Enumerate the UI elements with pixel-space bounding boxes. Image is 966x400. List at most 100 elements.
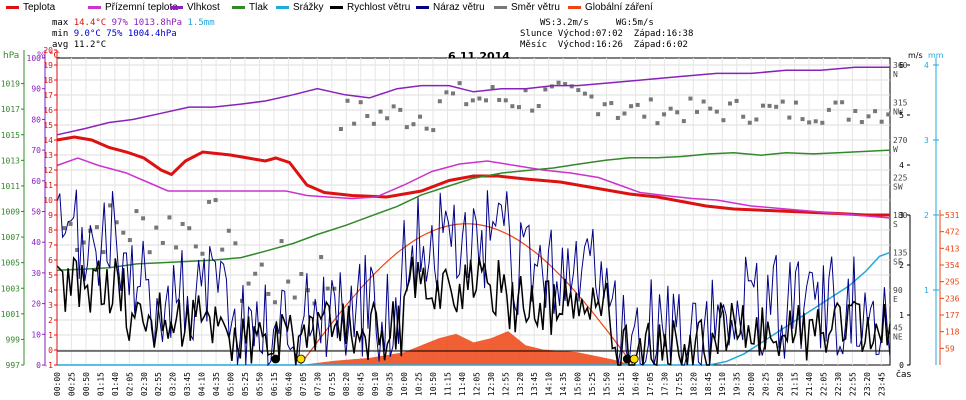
humidity-tick-label: 80 xyxy=(31,115,41,124)
radiation-tick-label: 177 xyxy=(945,311,960,320)
wind-direction-point xyxy=(596,112,601,117)
wind-direction-point xyxy=(747,120,752,125)
x-tick-label: 00:00 xyxy=(53,372,62,396)
x-tick-label: 06:40 xyxy=(284,372,293,396)
temperature-tick-label: -1 xyxy=(43,361,53,370)
moon-marker xyxy=(271,354,281,364)
wind-direction-point xyxy=(174,245,179,250)
wind-direction-point xyxy=(220,247,225,252)
wind-direction-point xyxy=(800,117,805,122)
x-tick-label: 05:25 xyxy=(241,372,250,396)
legend-swatch xyxy=(330,5,343,9)
pressure-tick-label: 1015 xyxy=(1,131,20,140)
wind-direction-point xyxy=(490,85,495,90)
legend-label: Tlak xyxy=(249,2,268,13)
x-tick-label: 08:20 xyxy=(342,372,351,396)
legend-label: Náraz větru xyxy=(433,2,485,13)
wind-direction-point xyxy=(266,291,271,296)
x-tick-label: 07:55 xyxy=(328,372,337,396)
wind-direction-point xyxy=(352,121,357,126)
wind-direction-point xyxy=(681,119,686,124)
wind-direction-point xyxy=(134,209,139,214)
wind-direction-point xyxy=(451,91,456,96)
temperature-tick-label: 13 xyxy=(43,151,53,160)
sun-info-line2: Slunce Východ:07:02 Západ:16:38 xyxy=(520,29,694,39)
wind-direction-point xyxy=(688,96,693,101)
wind-direction-point xyxy=(714,109,719,114)
x-tick-label: 04:10 xyxy=(198,372,207,396)
wind-dir-tick-label: 90 xyxy=(893,286,903,295)
temperature-tick-label: 18 xyxy=(43,76,53,85)
x-tick-label: 20:50 xyxy=(776,372,785,396)
wind-direction-point xyxy=(81,240,86,245)
pressure-tick-label: 1003 xyxy=(1,284,20,293)
temperature-tick-label: 17 xyxy=(43,91,53,100)
wind-direction-point xyxy=(648,97,653,102)
series-line-temperature_C xyxy=(56,135,890,217)
wind-direction-point xyxy=(774,104,779,109)
x-tick-label: 07:30 xyxy=(313,372,322,396)
wind-direction-point xyxy=(213,198,218,203)
temperature-tick-label: 0 xyxy=(48,346,53,355)
x-tick-label: 09:35 xyxy=(386,372,395,396)
wind-direction-point xyxy=(259,262,264,267)
rain-unit: mm xyxy=(928,51,944,60)
legend-item: Přízemní teplota xyxy=(88,2,178,13)
wind-direction-point xyxy=(721,118,726,123)
pressure-tick-label: 1009 xyxy=(1,208,20,217)
stats-max-temp: 14.4°C xyxy=(73,18,107,28)
legend-label: Rychlost větru xyxy=(347,2,411,13)
wind-direction-point xyxy=(365,113,370,118)
x-tick-label: 17:05 xyxy=(646,372,655,396)
wind-speed-tick-label: 1 xyxy=(899,311,904,320)
wind-direction-point xyxy=(345,98,350,103)
x-tick-label: 18:45 xyxy=(704,372,713,396)
wind-direction-point xyxy=(609,101,614,106)
wind-direction-point xyxy=(411,122,416,127)
x-tick-label: 15:00 xyxy=(574,372,583,396)
radiation-tick-label: 295 xyxy=(945,278,960,287)
x-tick-label: 14:10 xyxy=(545,372,554,396)
wind-direction-point xyxy=(200,251,205,256)
legend-swatch xyxy=(170,5,183,9)
stats-avg-temp: 11.2°C xyxy=(73,40,107,50)
legend-item: Rychlost větru xyxy=(330,2,410,13)
temperature-tick-label: 7 xyxy=(48,241,53,250)
pressure-tick-label: 1013 xyxy=(1,156,20,165)
x-axis-unit: čas xyxy=(896,369,911,380)
x-tick-label: 00:25 xyxy=(67,372,76,396)
wind-direction-point xyxy=(760,103,765,108)
wind-dir-tick-label: 270 xyxy=(893,136,908,145)
wind-dir-compass-label: SW xyxy=(893,183,903,192)
temperature-tick-label: 15 xyxy=(43,121,53,130)
x-tick-label: 01:15 xyxy=(96,372,105,396)
pressure-tick-label: 999 xyxy=(6,335,21,344)
wind-dir-compass-label: SE xyxy=(893,258,903,267)
x-tick-label: 12:55 xyxy=(501,372,510,396)
x-tick-label: 22:55 xyxy=(848,372,857,396)
wind-direction-point xyxy=(695,109,700,114)
series-line-pressure_hPa xyxy=(56,149,891,272)
wind-direction-point xyxy=(319,255,324,260)
wind-direction-point xyxy=(556,80,561,85)
wind-direction-point xyxy=(385,116,390,121)
x-tick-label: 23:45 xyxy=(877,372,886,396)
humidity-tick-label: 40 xyxy=(31,238,41,247)
wind-direction-point xyxy=(503,98,508,103)
wind-direction-point xyxy=(530,108,535,113)
x-tick-label: 05:00 xyxy=(227,372,236,396)
wind-direction-point xyxy=(787,115,792,120)
wind-direction-point xyxy=(846,117,851,122)
wind-direction-point xyxy=(61,226,66,231)
x-tick-label: 13:45 xyxy=(530,372,539,396)
wind-direction-point xyxy=(272,300,277,305)
sun-info-line1: WS:3.2m/s WG:5m/s xyxy=(540,18,654,28)
x-tick-label: 15:25 xyxy=(588,372,597,396)
sun-marker xyxy=(296,354,306,364)
wind-direction-point xyxy=(431,128,436,133)
wind-dir-compass-label: S xyxy=(893,220,898,229)
wind-direction-point xyxy=(734,98,739,103)
radiation-tick-label: 472 xyxy=(945,228,960,237)
legend-label: Přízemní teplota xyxy=(105,2,178,13)
